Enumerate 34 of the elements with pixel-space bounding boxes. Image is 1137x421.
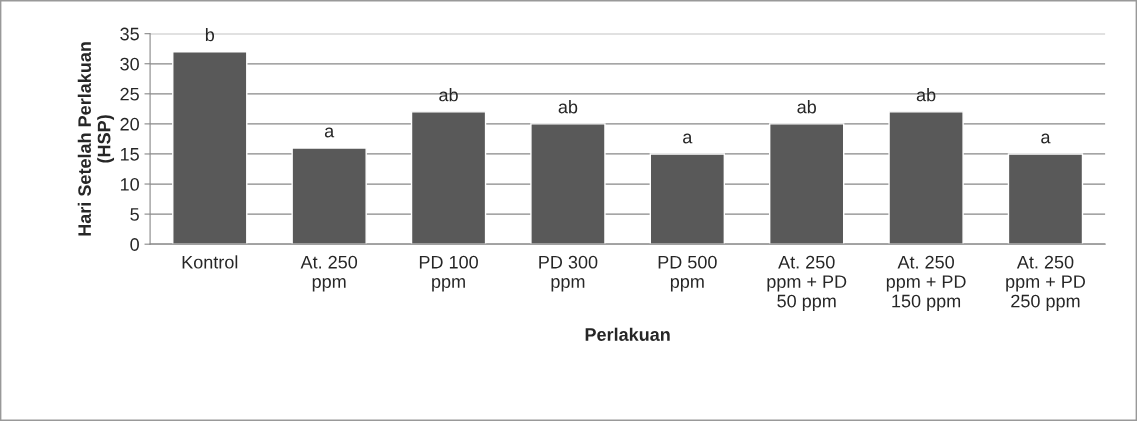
- x-tick-label: At. 250 ppm + PD 150 ppm: [886, 255, 966, 312]
- annotation: a: [683, 133, 693, 144]
- annotation: ab: [916, 88, 936, 102]
- annotation: a: [1041, 133, 1051, 144]
- x-tick-label: PD 300 ppm: [539, 255, 598, 292]
- annotation: ab: [797, 100, 816, 114]
- y-axis-title: Hari Setelah Perlakuan (HSP): [77, 42, 115, 236]
- annotation: b: [205, 27, 215, 42]
- y-tick-label: 10: [120, 177, 139, 191]
- x-tick-label: Kontrol: [182, 255, 238, 269]
- y-tick-label: 5: [130, 208, 139, 221]
- y-tick-label: 0: [130, 238, 139, 251]
- bar: [768, 123, 845, 245]
- x-tick-label: PD 500 ppm: [658, 255, 717, 292]
- bar: [1007, 153, 1084, 245]
- bar: [530, 123, 606, 245]
- y-tick-label: 25: [120, 87, 139, 101]
- annotation: ab: [558, 100, 578, 114]
- x-tick-label: PD 100 ppm: [419, 255, 478, 292]
- annotation: ab: [439, 88, 458, 102]
- bar: [410, 111, 487, 245]
- annotation: a: [324, 127, 335, 138]
- x-tick-label: At. 250 ppm + PD 250 ppm: [1006, 255, 1085, 312]
- x-tick-label: At. 250 ppm: [300, 255, 358, 292]
- y-tick-label: 15: [120, 148, 139, 161]
- bar: [291, 147, 367, 245]
- bar: [649, 153, 726, 245]
- x-axis-title: Perlakuan: [585, 327, 670, 341]
- y-tick-label: 30: [120, 57, 139, 71]
- bar: [888, 111, 964, 245]
- x-tick-label: At. 250 ppm + PD 50 ppm: [767, 255, 847, 312]
- y-tick-label: 20: [120, 117, 139, 131]
- bar: [172, 51, 248, 245]
- y-tick-label: 35: [120, 27, 139, 41]
